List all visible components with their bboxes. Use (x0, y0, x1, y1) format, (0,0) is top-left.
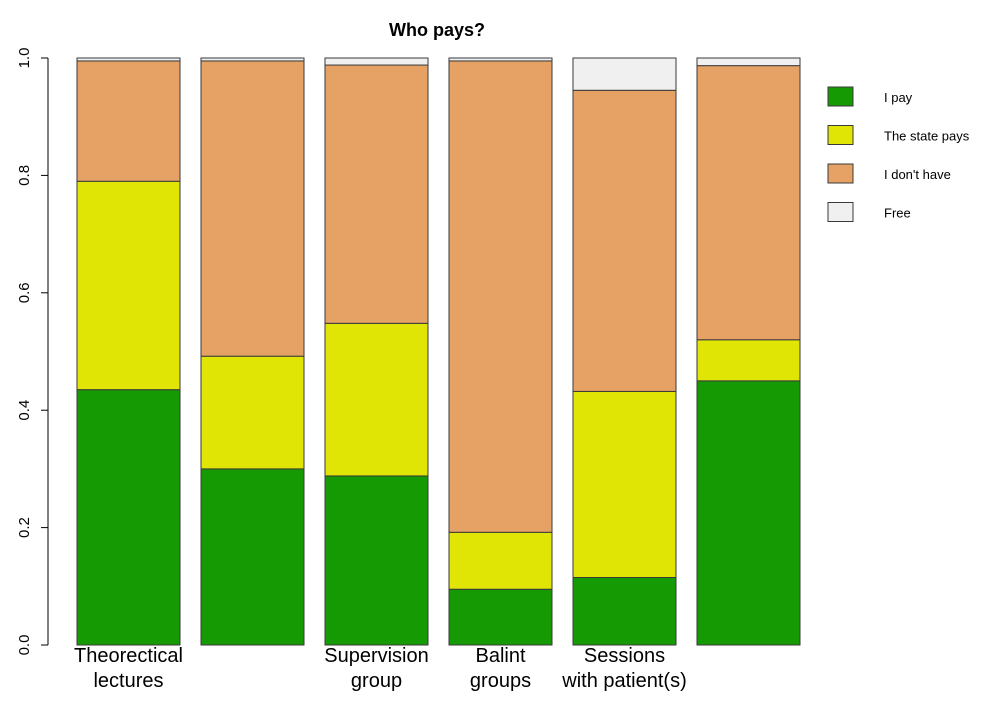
bars (76, 57, 801, 646)
bar-segment (448, 588, 553, 646)
y-tick-label: 0.2 (16, 517, 33, 538)
x-category-label: Sessions (584, 645, 665, 667)
legend-swatch (827, 163, 854, 184)
x-category-label: with patient(s) (561, 670, 687, 692)
bar-segment (76, 57, 181, 62)
bar-segment (324, 322, 429, 477)
legend-swatch (827, 86, 854, 107)
bar-segment (696, 339, 801, 382)
bar-segment (200, 60, 305, 357)
bar-segment (572, 390, 677, 578)
x-category-label: Balint (475, 645, 525, 667)
bar-segment (200, 57, 305, 62)
x-category-label: lectures (93, 670, 163, 692)
bar-segment (200, 468, 305, 646)
x-category-label: Theorectical (74, 645, 183, 667)
x-category-label: groups (470, 670, 531, 692)
bar-segment (324, 57, 429, 66)
bar-segment (448, 531, 553, 590)
bar-segment (696, 380, 801, 646)
chart-title: Who pays? (389, 20, 485, 40)
bar-segment (572, 57, 677, 91)
bar-segment (572, 576, 677, 646)
legend-label: Free (884, 206, 911, 221)
bar-segment (324, 475, 429, 646)
legend-label: I pay (884, 90, 913, 105)
legend-label: The state pays (884, 129, 970, 144)
x-category-label: group (351, 670, 402, 692)
bar-segment (572, 89, 677, 392)
bar-segment (76, 389, 181, 646)
y-tick-label: 0.0 (16, 635, 33, 656)
legend-swatch (827, 202, 854, 222)
bar-segment (448, 57, 553, 62)
legend-label: I don't have (884, 167, 951, 182)
legend-swatch (827, 125, 854, 145)
y-tick-label: 1.0 (16, 48, 33, 69)
x-category-label: Supervision (324, 645, 429, 667)
x-axis-labels: Theorectical lectures Supervision group Bali… (74, 645, 687, 692)
y-tick-label: 0.4 (16, 400, 33, 421)
legend: I pay The state pays I don't have Free (827, 86, 970, 222)
bar-segment (696, 57, 801, 67)
bar-segment (696, 65, 801, 341)
bar-segment (324, 64, 429, 324)
y-tick-label: 0.6 (16, 282, 33, 303)
bar-segment (76, 180, 181, 391)
y-tick-label: 0.8 (16, 165, 33, 186)
bar-segment (76, 60, 181, 182)
bar-segment (448, 60, 553, 533)
y-axis: 0.0 0.2 0.4 0.6 0.8 1.0 (16, 48, 49, 656)
bar-segment (200, 355, 305, 470)
